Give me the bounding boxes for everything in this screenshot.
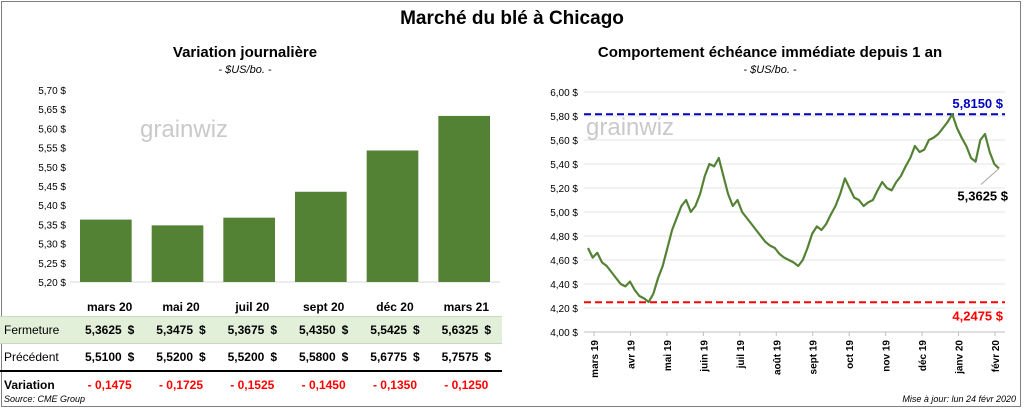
bar xyxy=(366,150,419,282)
table-header-cell: déc 20 xyxy=(376,300,414,314)
table-cell: 5,4350 $ xyxy=(287,316,360,344)
left-chart-title: Variation journalière xyxy=(172,44,318,61)
table-header-cell: mars 20 xyxy=(86,300,133,314)
table-row-fermeture: Fermeture 5,3625 $ 5,3475 $ 5,3675 $ 5,4350… xyxy=(0,316,502,344)
y-tick-label: 5,65 $ xyxy=(38,105,66,116)
y-tick-label: 4,40 $ xyxy=(550,280,578,291)
y-tick-label: 5,40 $ xyxy=(38,201,66,212)
table-header-cell: mars 21 xyxy=(443,300,489,314)
table-cell: 5,3475 $ xyxy=(145,316,217,344)
source-note: Source: CME Group xyxy=(4,394,86,404)
table-row-precedent: Précédent 5,5100 $ 5,5200 $ 5,5200 $ 5,5800… xyxy=(0,344,502,372)
table-cell: - 0,1250 xyxy=(430,370,502,398)
y-tick-label: 4,80 $ xyxy=(550,232,578,243)
high-label: 5,8150 $ xyxy=(952,96,1003,111)
bar xyxy=(80,219,132,282)
table-cell: 5,7575 $ xyxy=(441,350,492,364)
y-tick-label: 4,60 $ xyxy=(550,256,578,267)
table-cell: - 0,1725 xyxy=(145,370,217,398)
table-cell: 5,5200 $ xyxy=(156,350,206,364)
contract-table: mars 20 mai 20 juil 20 sept 20 déc 20 ma… xyxy=(0,298,502,398)
y-tick-label: 5,60 $ xyxy=(550,136,578,147)
x-tick-label: mars 19 xyxy=(590,340,601,378)
right-chart-unit: - $US/bo. - xyxy=(743,64,797,76)
y-tick-label: 5,80 $ xyxy=(550,112,578,123)
table-cell: - 0,1350 xyxy=(359,370,431,398)
table-cell: 5,5200 $ xyxy=(227,350,278,364)
line-chart-watermark: grainwiz xyxy=(586,114,674,141)
x-tick-label: nov 19 xyxy=(882,340,893,372)
table-row-variation: Variation - 0,1475 - 0,1725 - 0,1525 - 0… xyxy=(0,370,502,398)
bar-chart-watermark: grainwiz xyxy=(140,116,228,143)
x-tick-label: févr 20 xyxy=(991,340,1002,373)
x-tick-label: janv 20 xyxy=(955,340,966,375)
y-tick-label: 4,20 $ xyxy=(550,304,578,315)
x-tick-label: août 19 xyxy=(772,340,783,375)
low-label: 4,2475 $ xyxy=(952,308,1003,323)
update-note: Mise à jour: lun 24 févr 2020 xyxy=(902,394,1016,404)
bar-chart: 5,20 $ 5,25 $ 5,30 $ 5,35 $ 5,40 $ 5,45 $ 5,50… xyxy=(38,86,500,289)
x-tick-label: sept 19 xyxy=(809,340,820,375)
series-line xyxy=(587,113,1000,304)
x-tick-label: juin 19 xyxy=(699,340,710,373)
y-tick-label: 5,70 $ xyxy=(38,86,66,97)
last-value-leader xyxy=(980,168,1000,185)
table-cell: 5,3625 $ xyxy=(74,316,146,344)
bar xyxy=(295,191,347,282)
x-tick-label: juil 19 xyxy=(736,340,747,370)
y-tick-label: 5,00 $ xyxy=(550,208,578,219)
x-tick-label: oct 19 xyxy=(845,340,856,369)
line-chart: 4,00 $ 4,20 $ 4,40 $ 4,60 $ 4,80 $ 5,00 $ 5,20… xyxy=(550,88,1009,378)
y-tick-label: 5,40 $ xyxy=(550,160,578,171)
row-label: Fermeture xyxy=(0,316,74,344)
row-label: Précédent xyxy=(4,350,59,364)
x-tick-label: avr 19 xyxy=(626,340,637,369)
y-tick-label: 5,45 $ xyxy=(38,182,66,193)
y-tick-label: 5,60 $ xyxy=(38,124,66,135)
y-tick-label: 5,20 $ xyxy=(550,184,578,195)
table-cell: 5,6325 $ xyxy=(430,316,502,344)
y-tick-label: 5,50 $ xyxy=(38,163,66,174)
y-tick-label: 5,35 $ xyxy=(38,220,66,231)
row-label: Variation xyxy=(0,370,74,398)
table-cell: 5,6775 $ xyxy=(370,350,420,364)
bar xyxy=(223,217,275,282)
y-tick-label: 5,20 $ xyxy=(38,278,66,289)
table-header-row: mars 20 mai 20 juil 20 sept 20 déc 20 ma… xyxy=(0,298,502,317)
y-tick-label: 5,30 $ xyxy=(38,240,66,251)
table-header-spacer xyxy=(0,298,74,317)
page-title: Marché du blé à Chicago xyxy=(400,8,624,29)
table-cell: - 0,1525 xyxy=(216,370,288,398)
y-tick-label: 6,00 $ xyxy=(550,88,578,99)
bar xyxy=(438,115,490,282)
table-cell: 5,3675 $ xyxy=(216,316,288,344)
table-cell: 5,5100 $ xyxy=(84,350,135,364)
table-cell: 5,5425 $ xyxy=(359,316,431,344)
last-value-label: 5,3625 $ xyxy=(957,189,1008,204)
table-header-cell: sept 20 xyxy=(302,300,345,314)
left-chart-unit: - $US/bo. - xyxy=(218,64,272,76)
x-tick-label: mai 19 xyxy=(663,340,674,372)
bar xyxy=(151,225,204,282)
right-chart-title: Comportement échéance immédiate depuis 1… xyxy=(597,44,943,61)
table-header-cell: juil 20 xyxy=(235,300,270,314)
y-tick-label: 5,55 $ xyxy=(38,144,66,155)
table-cell: - 0,1475 xyxy=(74,370,146,398)
table-cell: - 0,1450 xyxy=(287,370,360,398)
y-tick-label: 5,25 $ xyxy=(38,259,66,270)
x-tick-label: déc 19 xyxy=(918,340,929,372)
table-cell: 5,5800 $ xyxy=(298,350,349,364)
table-header-cell: mai 20 xyxy=(162,300,200,314)
y-tick-label: 4,00 $ xyxy=(550,328,578,339)
